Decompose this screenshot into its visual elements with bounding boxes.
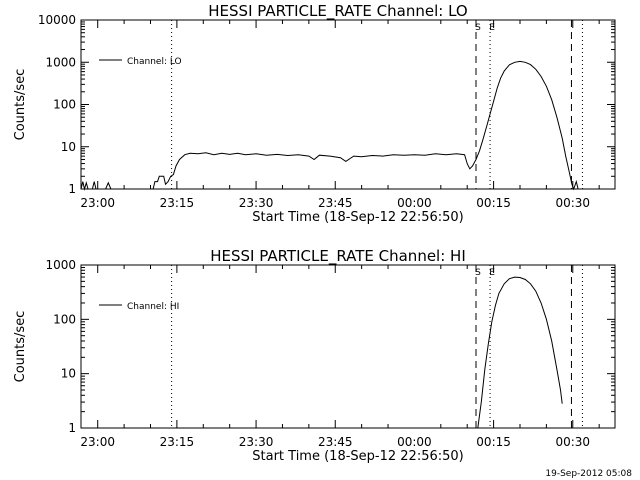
y-tick-label: 1000	[45, 55, 76, 69]
x-tick-label: 23:30	[239, 435, 274, 449]
y-tick-label: 10	[61, 140, 76, 154]
time-marker-label: S	[475, 268, 481, 278]
plot-frame	[80, 264, 616, 429]
x-tick-label: 00:15	[476, 435, 511, 449]
legend-entry: Channel: HI	[127, 302, 179, 312]
y-tick-label: 100	[53, 98, 76, 112]
legend-entry: Channel: LO	[127, 57, 182, 67]
y-tick-label: 1	[68, 421, 76, 435]
y-tick-label: 1	[68, 182, 76, 196]
x-tick-label: 00:30	[555, 435, 590, 449]
y-tick-label: 10000	[38, 13, 76, 27]
time-marker-label: E	[489, 268, 495, 278]
y-tick-label: 10	[61, 367, 76, 381]
x-tick-label: 23:30	[239, 196, 274, 210]
x-tick-label: 23:45	[318, 435, 353, 449]
chart-panel-hi: HESSI PARTICLE_RATE Channel: HI Start Tim…	[13, 247, 616, 464]
time-marker-label: E	[489, 23, 495, 33]
x-axis-label: Start Time (18-Sep-12 22:56:50)	[252, 449, 463, 464]
x-tick-label: 23:00	[80, 435, 115, 449]
x-tick-label: 00:15	[476, 196, 511, 210]
chart-title: HESSI PARTICLE_RATE Channel: HI	[210, 247, 466, 266]
y-axis-label: Counts/sec	[13, 311, 28, 383]
plot-frame	[80, 19, 616, 190]
x-tick-label: 23:15	[160, 196, 195, 210]
x-tick-label: 00:00	[397, 196, 432, 210]
chart-panel-lo: HESSI PARTICLE_RATE Channel: LO Start Tim…	[13, 2, 616, 225]
generated-timestamp: 19-Sep-2012 05:08	[545, 469, 632, 479]
series-line	[80, 60, 579, 191]
x-tick-label: 00:00	[397, 435, 432, 449]
x-tick-label: 23:00	[80, 196, 115, 210]
time-marker-label: S	[475, 23, 481, 33]
x-tick-label: 23:45	[318, 196, 353, 210]
x-tick-label: 23:15	[160, 435, 195, 449]
x-axis-label: Start Time (18-Sep-12 22:56:50)	[252, 210, 463, 225]
y-axis-label: Counts/sec	[13, 69, 28, 141]
chart-title: HESSI PARTICLE_RATE Channel: LO	[208, 2, 467, 21]
x-tick-label: 00:30	[555, 196, 590, 210]
y-tick-label: 1000	[45, 258, 76, 272]
y-tick-label: 100	[53, 312, 76, 326]
series-line	[477, 276, 563, 429]
